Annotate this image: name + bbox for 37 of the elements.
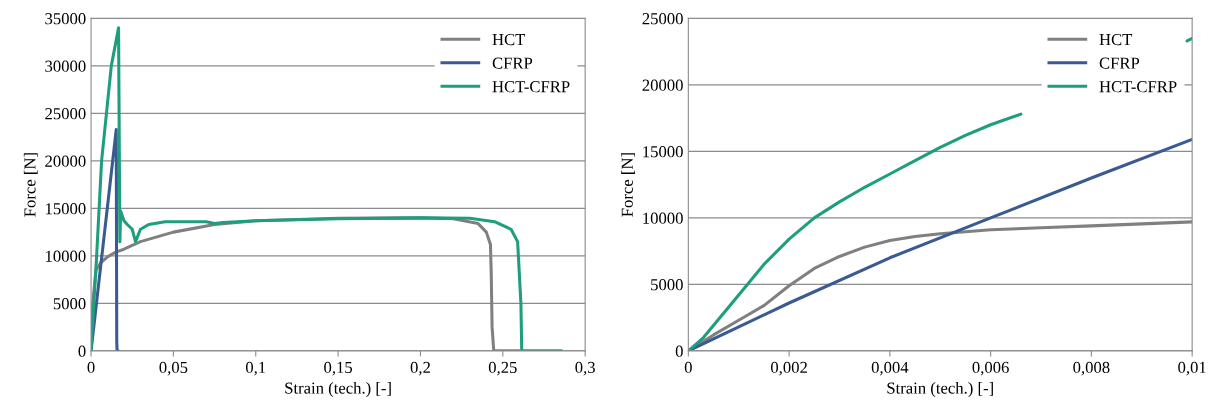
x-tick-label: 0,006 <box>972 361 1009 376</box>
y-tick-label: 20000 <box>642 79 683 91</box>
legend-label: HCT-CFRP <box>492 81 570 93</box>
y-tick-label: 35000 <box>45 13 86 25</box>
y-tick-label: 30000 <box>45 60 86 72</box>
y-tick-label: 20000 <box>45 155 86 167</box>
x-tick-label: 0 <box>684 361 692 374</box>
y-tick-label: 15000 <box>45 203 86 215</box>
x-axis-title: Strain (tech.) [-] <box>285 381 391 398</box>
x-tick-label: 0,05 <box>159 361 188 376</box>
x-tick-label: 0,008 <box>1073 361 1110 376</box>
y-tick-label: 15000 <box>643 146 683 158</box>
x-tick-label: 0,15 <box>324 361 353 376</box>
x-tick-label: 0,1 <box>245 361 266 376</box>
legend-label: HCT-CFRP <box>1099 81 1177 93</box>
y-tick-label: 0 <box>675 345 683 357</box>
legend-label: CFRP <box>492 57 533 69</box>
y-tick-label: 5000 <box>53 298 86 310</box>
x-tick-label: 0,25 <box>488 361 517 376</box>
y-tick-label: 25000 <box>642 13 683 25</box>
x-tick-label: 0,3 <box>575 361 595 376</box>
y-axis-title: Force [N] <box>621 153 635 217</box>
legend-label: CFRP <box>1099 57 1140 69</box>
x-tick-label: 0 <box>87 361 95 374</box>
y-tick-label: 0 <box>78 345 86 357</box>
y-tick-label: 25000 <box>45 108 86 120</box>
y-tick-label: 10000 <box>45 250 86 262</box>
y-axis-title: Force [N] <box>23 153 38 217</box>
legend-label: HCT <box>1099 33 1133 46</box>
x-tick-label: 0,2 <box>410 361 430 376</box>
y-tick-label: 10000 <box>643 212 683 224</box>
y-tick-label: 5000 <box>651 279 683 291</box>
x-tick-label: 0,01 <box>1178 361 1206 376</box>
legend-label: HCT <box>492 33 526 46</box>
x-axis-title: Strain (tech.) [-] <box>887 381 993 398</box>
x-tick-label: 0,002 <box>770 361 807 376</box>
x-tick-label: 0,004 <box>871 361 909 376</box>
